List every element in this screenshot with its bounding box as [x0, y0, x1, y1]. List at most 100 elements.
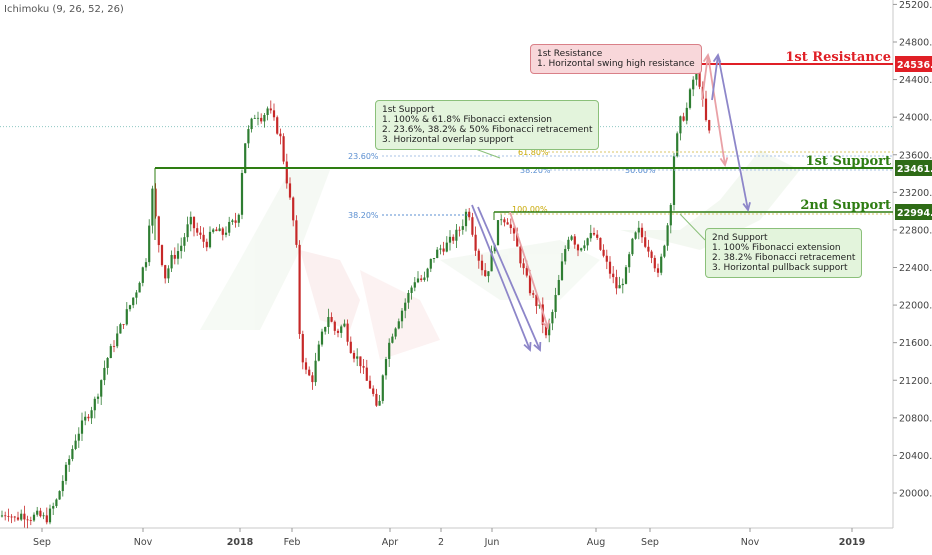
candle-body: [39, 510, 42, 517]
candle-body: [55, 499, 58, 507]
candle-body: [237, 214, 240, 223]
candle: [375, 388, 378, 407]
candle-body: [119, 324, 122, 334]
candle-body: [26, 519, 29, 521]
candle: [330, 312, 333, 323]
candle: [704, 90, 708, 122]
candle: [295, 215, 298, 248]
candle-body: [106, 358, 109, 368]
candle-body: [45, 515, 48, 523]
candle-body: [528, 275, 532, 294]
candle-body: [324, 326, 327, 332]
candle: [608, 256, 612, 279]
candle-body: [432, 257, 436, 259]
callout-line: 2. 23.6%, 38.2% & 50% Fibonacci retracem…: [382, 125, 593, 135]
resistance1-price-text: 24536.2: [897, 60, 932, 71]
candle-body: [474, 234, 477, 251]
candle: [644, 231, 647, 249]
candle-body: [231, 220, 234, 222]
candle: [394, 327, 397, 340]
candle-body: [151, 188, 154, 226]
candle-body: [132, 297, 135, 306]
candle: [327, 308, 330, 334]
candle: [605, 249, 608, 270]
candle-body: [362, 366, 365, 368]
candle: [154, 183, 157, 219]
y-tick-label: 20400.0: [899, 451, 932, 462]
candle-body: [154, 188, 157, 217]
candle: [215, 226, 218, 232]
candle: [68, 455, 71, 472]
candle-body: [93, 398, 96, 411]
candle: [256, 111, 260, 126]
candle: [20, 509, 23, 522]
candle: [423, 271, 426, 282]
cloud-region: [620, 150, 800, 250]
candle-body: [32, 514, 36, 521]
candle: [484, 263, 487, 277]
candle-body: [253, 118, 256, 119]
support1-price-text: 23461.0: [897, 164, 932, 175]
candle-body: [704, 98, 708, 121]
candle-body: [580, 248, 583, 251]
callout-line: 1. 100% & 61.8% Fibonacci extension: [382, 115, 552, 125]
measure-arrow-1-head-head: [533, 341, 542, 352]
candle: [263, 113, 266, 128]
candle: [586, 237, 589, 251]
candle-body: [311, 375, 314, 383]
candle: [240, 169, 244, 220]
candle-body: [509, 224, 512, 229]
candle: [560, 253, 564, 281]
y-tick-label: 23600.0: [899, 150, 932, 161]
x-tick-label: Sep: [641, 537, 659, 548]
candle-body: [90, 410, 93, 419]
candle-body: [618, 285, 621, 289]
candle: [202, 227, 205, 248]
x-tick-label: Jun: [484, 537, 500, 548]
x-tick-label: Nov: [134, 537, 153, 548]
candle-body: [282, 136, 285, 162]
candle: [55, 498, 58, 508]
measure-arrow-2-head: [541, 319, 550, 330]
candle-body: [368, 380, 372, 389]
candle: [413, 277, 416, 292]
measure-arrow-4-down-head: [742, 202, 751, 213]
candle: [176, 243, 180, 265]
candle: [80, 412, 84, 442]
candle-body: [378, 400, 381, 406]
candle-body: [589, 232, 592, 239]
candle: [29, 516, 32, 526]
candle-body: [464, 211, 468, 227]
candle-body: [615, 277, 618, 289]
candle: [74, 434, 77, 451]
candle-body: [484, 270, 487, 277]
candle-body: [160, 245, 164, 266]
candle-body: [224, 232, 228, 235]
candle-body: [567, 239, 570, 250]
fib-label-100: 100.00%: [512, 205, 548, 214]
support2-callout: 2nd Support 1. 100% Fibonacci extension …: [705, 228, 863, 278]
candle-body: [234, 220, 237, 223]
candle-body: [176, 251, 180, 259]
candle: [480, 254, 484, 276]
candle-body: [404, 302, 407, 311]
candle: [100, 379, 103, 405]
candle: [650, 249, 653, 264]
candle: [471, 212, 474, 237]
ichimoku-cloud: [200, 150, 800, 360]
candle-body: [340, 326, 343, 333]
candle: [458, 226, 461, 237]
candle-body: [448, 236, 452, 243]
candle: [317, 340, 320, 362]
candle-body: [122, 324, 125, 326]
candle: [231, 218, 234, 225]
candle: [349, 336, 352, 354]
candle: [298, 240, 301, 339]
candle: [666, 223, 669, 251]
candle: [356, 348, 359, 367]
candle: [464, 208, 468, 232]
candle-body: [365, 367, 368, 381]
measure-arrow-1-head: [477, 206, 542, 352]
